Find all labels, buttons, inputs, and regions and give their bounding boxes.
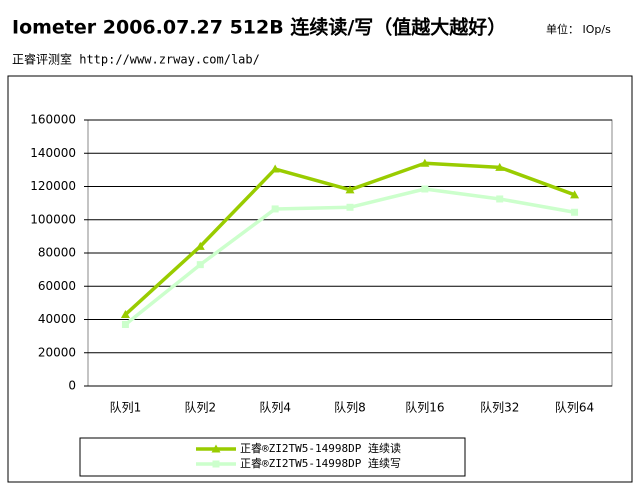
y-tick-label: 160000 — [30, 113, 76, 127]
data-point — [270, 164, 280, 173]
data-point — [271, 205, 279, 213]
legend-box — [79, 437, 466, 477]
x-tick-label: 队列64 — [555, 400, 594, 415]
y-tick-label: 120000 — [30, 179, 76, 193]
y-tick-label: 60000 — [38, 279, 76, 293]
legend-marker — [212, 460, 220, 468]
x-tick-label: 队列8 — [334, 400, 366, 415]
data-point — [496, 195, 504, 203]
legend-marker — [211, 444, 221, 453]
legend-label: 正睿®ZI2TW5-14998DP 连续读 — [240, 441, 401, 455]
y-tick-label: 140000 — [30, 146, 76, 160]
x-tick-label: 队列1 — [110, 400, 142, 415]
x-tick-label: 队列32 — [480, 400, 519, 415]
unit-label: 单位： IOp/s — [546, 22, 611, 36]
data-point — [420, 158, 430, 167]
chart-frame — [7, 75, 633, 483]
y-tick-label: 40000 — [38, 312, 76, 326]
data-point — [195, 241, 205, 250]
data-point — [120, 310, 130, 319]
data-point — [570, 190, 580, 199]
x-tick-label: 队列2 — [184, 400, 216, 415]
x-tick-label: 队列16 — [405, 400, 444, 415]
chart-title: Iometer 2006.07.27 512B 连续读/写（值越大越好） — [12, 16, 506, 39]
subtitle: 正睿评测室 http://www.zrway.com/lab/ — [12, 52, 260, 67]
data-point — [196, 261, 204, 269]
y-tick-label: 100000 — [30, 212, 76, 226]
x-tick-label: 队列4 — [259, 400, 291, 415]
y-tick-label: 20000 — [38, 345, 76, 359]
data-point — [121, 320, 129, 328]
data-point — [495, 162, 505, 171]
data-point — [346, 203, 354, 211]
data-point — [571, 208, 579, 216]
legend-label: 正睿®ZI2TW5-14998DP 连续写 — [240, 456, 401, 470]
y-tick-label: 80000 — [38, 246, 76, 260]
data-point — [421, 185, 429, 193]
y-tick-label: 0 — [68, 379, 76, 393]
data-point — [345, 185, 355, 194]
